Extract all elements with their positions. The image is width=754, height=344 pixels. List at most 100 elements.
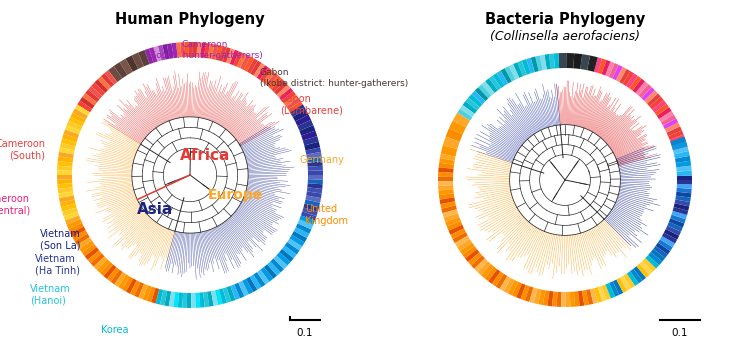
- Polygon shape: [620, 276, 631, 291]
- Polygon shape: [77, 237, 92, 249]
- Polygon shape: [624, 273, 635, 288]
- Polygon shape: [462, 101, 477, 114]
- Polygon shape: [279, 88, 293, 100]
- Polygon shape: [284, 94, 299, 107]
- Polygon shape: [298, 219, 313, 229]
- Polygon shape: [303, 136, 319, 146]
- Polygon shape: [293, 109, 308, 121]
- Polygon shape: [504, 278, 514, 293]
- Polygon shape: [219, 46, 227, 62]
- Polygon shape: [561, 292, 566, 307]
- Polygon shape: [60, 143, 75, 150]
- Polygon shape: [670, 137, 686, 146]
- Polygon shape: [308, 179, 323, 184]
- Polygon shape: [211, 290, 218, 306]
- Polygon shape: [85, 89, 100, 103]
- Polygon shape: [299, 215, 315, 225]
- Polygon shape: [662, 233, 677, 244]
- Polygon shape: [57, 183, 72, 189]
- Polygon shape: [287, 238, 302, 250]
- Polygon shape: [468, 94, 483, 107]
- Polygon shape: [277, 85, 290, 98]
- Polygon shape: [80, 97, 94, 109]
- Polygon shape: [609, 281, 619, 297]
- Polygon shape: [504, 66, 516, 82]
- Polygon shape: [195, 293, 201, 308]
- Polygon shape: [671, 139, 686, 147]
- Polygon shape: [262, 70, 275, 84]
- Polygon shape: [226, 286, 235, 301]
- Polygon shape: [438, 185, 453, 191]
- Polygon shape: [153, 46, 161, 62]
- Polygon shape: [630, 269, 642, 283]
- Polygon shape: [178, 292, 183, 308]
- Polygon shape: [201, 43, 206, 58]
- Polygon shape: [608, 63, 619, 78]
- Polygon shape: [241, 55, 250, 70]
- Polygon shape: [215, 289, 222, 305]
- Polygon shape: [256, 65, 268, 80]
- Polygon shape: [70, 112, 86, 123]
- Polygon shape: [492, 73, 504, 88]
- Polygon shape: [57, 175, 72, 180]
- Polygon shape: [290, 105, 305, 116]
- Polygon shape: [264, 264, 277, 279]
- Polygon shape: [501, 68, 512, 84]
- Polygon shape: [143, 285, 152, 301]
- Polygon shape: [590, 288, 598, 304]
- Polygon shape: [455, 236, 470, 247]
- Polygon shape: [250, 275, 262, 290]
- Polygon shape: [438, 176, 453, 181]
- Polygon shape: [82, 244, 97, 256]
- Polygon shape: [594, 57, 602, 73]
- Polygon shape: [507, 280, 518, 295]
- Polygon shape: [440, 197, 455, 204]
- Polygon shape: [70, 227, 86, 237]
- Polygon shape: [306, 152, 322, 159]
- Polygon shape: [63, 212, 79, 221]
- Polygon shape: [57, 166, 72, 171]
- Polygon shape: [676, 161, 691, 167]
- Polygon shape: [485, 267, 497, 281]
- Polygon shape: [659, 111, 674, 122]
- Polygon shape: [672, 143, 688, 151]
- Polygon shape: [477, 261, 491, 275]
- Polygon shape: [556, 292, 562, 307]
- Polygon shape: [58, 191, 74, 198]
- Polygon shape: [111, 270, 123, 284]
- Polygon shape: [666, 226, 681, 236]
- Polygon shape: [231, 284, 240, 300]
- Polygon shape: [292, 231, 307, 242]
- Polygon shape: [623, 71, 634, 86]
- Polygon shape: [516, 283, 526, 299]
- Polygon shape: [673, 207, 688, 215]
- Polygon shape: [101, 73, 114, 87]
- Polygon shape: [90, 253, 105, 267]
- Polygon shape: [307, 157, 322, 163]
- Polygon shape: [578, 291, 584, 306]
- Polygon shape: [438, 172, 453, 177]
- Polygon shape: [212, 44, 219, 60]
- Polygon shape: [233, 51, 243, 67]
- Polygon shape: [642, 87, 654, 101]
- Polygon shape: [279, 249, 294, 262]
- Polygon shape: [441, 145, 458, 157]
- Polygon shape: [672, 211, 687, 219]
- Text: 0.1: 0.1: [672, 328, 688, 338]
- Polygon shape: [308, 170, 323, 175]
- Polygon shape: [57, 170, 72, 175]
- Polygon shape: [485, 78, 498, 93]
- Polygon shape: [58, 152, 74, 159]
- Polygon shape: [65, 215, 81, 225]
- Polygon shape: [271, 78, 284, 92]
- Polygon shape: [303, 204, 319, 212]
- Polygon shape: [633, 78, 645, 93]
- Polygon shape: [482, 81, 495, 96]
- Polygon shape: [122, 277, 133, 292]
- Polygon shape: [535, 55, 543, 71]
- Polygon shape: [460, 105, 475, 117]
- Polygon shape: [242, 279, 253, 294]
- Polygon shape: [613, 279, 624, 295]
- Polygon shape: [120, 59, 133, 75]
- Polygon shape: [449, 225, 464, 235]
